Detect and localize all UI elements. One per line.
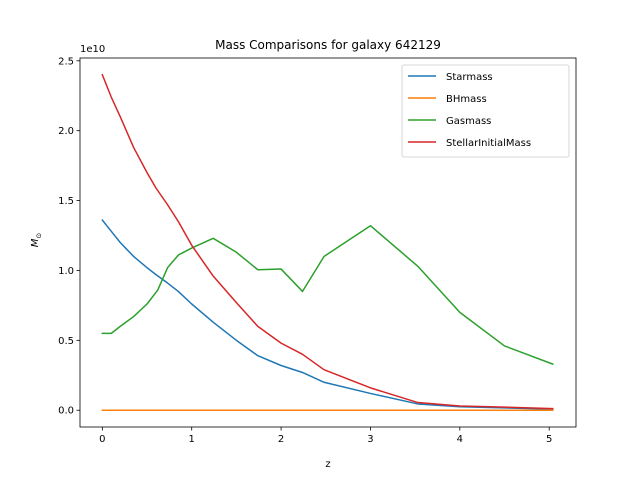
axes-frame: [79, 57, 577, 428]
y-tick-label: 1.5: [58, 196, 74, 207]
series-line-gasmass: [101, 224, 554, 366]
y-offset-label: 1e10: [80, 44, 105, 55]
y-tick-label: 1.0: [58, 266, 74, 277]
legend-label-bhmass: BHmass: [446, 94, 487, 105]
x-tick-label: 2: [278, 434, 284, 445]
series-line-starmass: [101, 219, 554, 410]
legend-label-stellarinitialmass: StellarInitialMass: [446, 138, 531, 149]
legend: Starmass BHmass Gasmass StellarInitialMass: [401, 64, 570, 158]
x-tick-label: 4: [457, 434, 463, 445]
series-line-stellarinitialmass: [101, 73, 554, 410]
y-axis-label-sub: ⊙: [35, 233, 43, 239]
x-axis-label: z: [325, 459, 330, 470]
y-tick-label: 2.0: [58, 126, 74, 137]
x-tick-label: 3: [367, 434, 373, 445]
plot-area: 0 1 2 3 4 5 0.0 0.5 1.0 1.5 2.0 2.5: [58, 56, 577, 445]
x-tick-label: 0: [99, 434, 105, 445]
y-tick-label: 2.5: [58, 56, 74, 67]
x-tick-label: 1: [189, 434, 195, 445]
y-tick-label: 0.5: [58, 336, 74, 347]
y-axis-label: M⊙: [30, 233, 43, 248]
legend-label-starmass: Starmass: [446, 72, 493, 83]
y-tick-label: 0.0: [58, 406, 74, 417]
x-tick-label: 5: [546, 434, 552, 445]
legend-label-gasmass: Gasmass: [446, 116, 491, 127]
legend-box: [401, 64, 570, 158]
y-axis-label-base: M: [30, 238, 41, 247]
chart-title: Mass Comparisons for galaxy 642129: [215, 38, 441, 52]
